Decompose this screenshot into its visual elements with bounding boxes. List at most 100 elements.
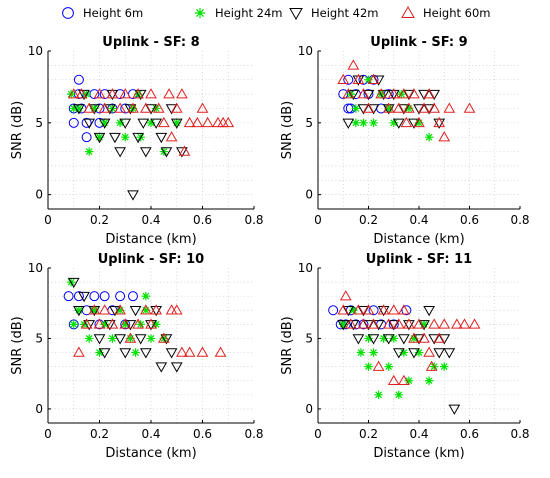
data-point	[387, 320, 400, 331]
x-tick-label: 0.4	[409, 213, 428, 227]
data-point	[160, 334, 173, 345]
x-axis-label: Distance (km)	[373, 232, 464, 247]
x-axis-label: Distance (km)	[105, 232, 196, 247]
data-point	[367, 104, 380, 115]
data-point	[145, 88, 157, 99]
legend-marker-height-60m	[401, 5, 415, 18]
data-point	[382, 334, 395, 345]
y-tick-label: 5	[35, 116, 43, 130]
x-tick-label: 0.2	[90, 213, 109, 227]
data-point	[73, 291, 84, 302]
data-point	[176, 346, 188, 357]
data-point	[399, 348, 409, 357]
data-point	[145, 320, 157, 331]
data-point	[397, 374, 410, 385]
data-point	[357, 318, 370, 329]
data-point	[438, 131, 451, 142]
data-point	[423, 104, 435, 115]
series-height-42m	[337, 306, 461, 415]
data-point	[403, 320, 415, 331]
data-point	[78, 89, 90, 101]
data-point	[440, 362, 449, 371]
data-point	[99, 291, 110, 302]
data-point	[387, 89, 400, 101]
series-height-60m	[73, 304, 227, 357]
y-axis-label: SNR (dB)	[10, 101, 25, 159]
data-point	[127, 190, 139, 201]
data-point	[357, 306, 370, 317]
data-point	[372, 75, 385, 86]
data-point	[408, 348, 420, 359]
data-point	[158, 332, 170, 343]
data-point	[176, 147, 188, 158]
data-point	[428, 102, 441, 113]
y-tick-label: 5	[305, 331, 313, 345]
data-point	[375, 88, 387, 99]
data-point	[121, 320, 130, 329]
data-point	[93, 132, 106, 144]
data-point	[403, 89, 415, 101]
series-height-60m	[337, 59, 476, 142]
data-point	[349, 306, 358, 315]
data-point	[364, 362, 373, 371]
data-point	[392, 318, 405, 329]
data-point	[433, 348, 446, 359]
data-point	[98, 102, 111, 113]
data-point	[222, 116, 235, 128]
panel-uplink-sf-11: 0 0.2 0.4 0.6 0.8 0 5 10 Uplink - SF: 11 Distance…	[280, 252, 530, 461]
x-tick-label: 0.6	[460, 427, 479, 441]
data-point	[119, 318, 132, 329]
legend-entry-height-24m: Height 24m	[194, 6, 283, 20]
data-point	[73, 104, 85, 115]
data-point	[337, 304, 350, 315]
panel-uplink-sf-10: 0 0.2 0.4 0.6 0.8 0 5 10 Uplink - SF: 10 Distance…	[10, 252, 264, 461]
data-point	[382, 318, 395, 329]
data-point	[196, 102, 209, 113]
data-point	[88, 304, 101, 315]
data-point	[134, 334, 147, 345]
data-point	[93, 88, 106, 99]
data-point	[433, 332, 446, 343]
data-point	[339, 320, 348, 329]
data-point	[356, 348, 366, 357]
data-point	[170, 102, 183, 113]
data-point	[78, 291, 90, 303]
data-point	[433, 116, 446, 128]
data-point	[414, 118, 424, 128]
data-point	[408, 118, 420, 129]
data-point	[80, 318, 93, 329]
data-point	[98, 304, 111, 315]
x-tick-label: 0.8	[510, 427, 529, 441]
data-point	[389, 334, 398, 343]
y-tick-label: 10	[298, 44, 313, 58]
data-point	[119, 88, 132, 99]
data-point	[170, 304, 183, 315]
panel-uplink-sf-9: 0 0.2 0.4 0.6 0.8 0 5 10 Uplink - SF: 9 Distance …	[280, 35, 530, 247]
data-point	[351, 104, 361, 113]
data-point	[139, 304, 152, 315]
data-points	[66, 74, 235, 201]
data-point	[369, 118, 378, 128]
data-point	[196, 346, 209, 357]
data-point	[115, 118, 125, 128]
data-point	[108, 334, 117, 343]
data-point	[428, 89, 441, 101]
data-point	[372, 320, 385, 331]
data-point	[90, 306, 99, 315]
x-tick-label: 0.2	[359, 427, 378, 441]
data-point	[351, 118, 361, 128]
data-point	[95, 348, 104, 357]
x-tick-label: 0	[44, 213, 52, 227]
data-point	[400, 116, 413, 128]
plot-area	[48, 51, 254, 209]
data-point	[392, 348, 405, 359]
data-point	[418, 332, 430, 343]
data-point	[145, 318, 157, 329]
data-point	[75, 88, 88, 99]
data-point	[83, 118, 96, 129]
data-point	[67, 88, 80, 99]
data-point	[438, 334, 451, 345]
legend-label: Height 6m	[83, 6, 143, 20]
data-point	[362, 89, 375, 101]
data-point	[160, 147, 173, 158]
